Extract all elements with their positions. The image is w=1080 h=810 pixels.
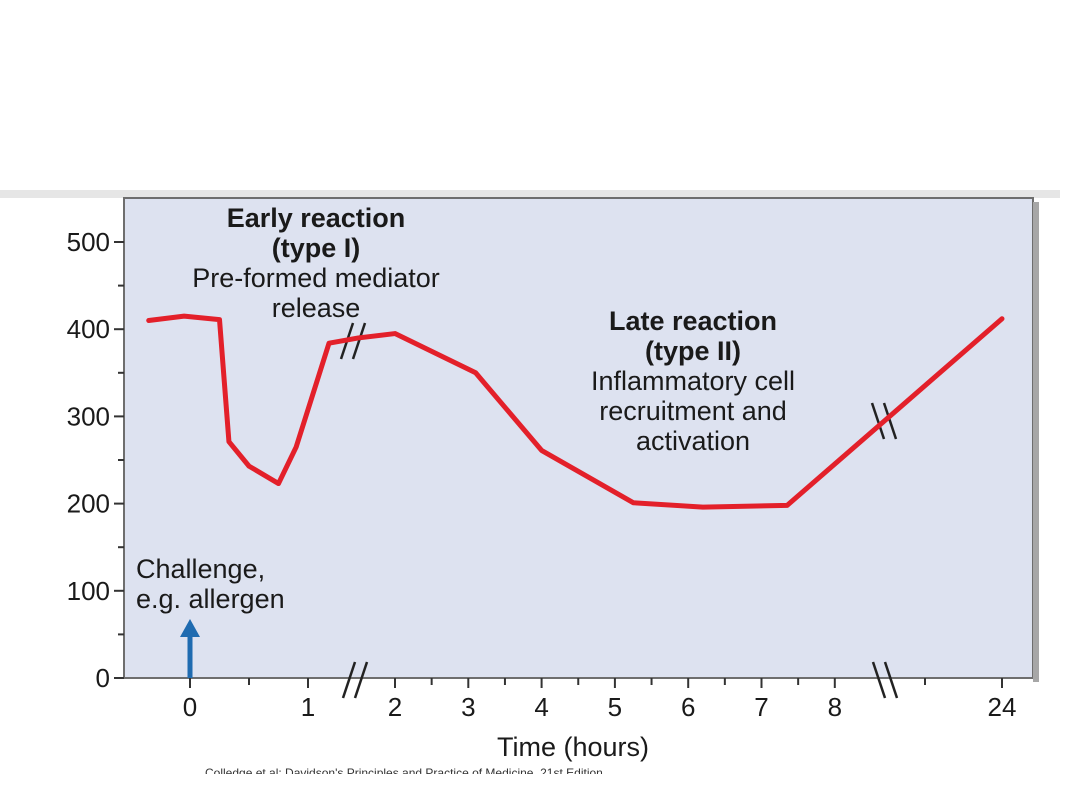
curve-break-mark (870, 402, 886, 440)
curve-break-mark (882, 402, 898, 440)
x-tick-label: 1 (301, 692, 315, 722)
early-reaction-annotation-text: Pre-formed mediator (192, 263, 440, 293)
challenge-annotation-text: e.g. allergen (136, 584, 285, 614)
challenge-annotation-text: Challenge, (136, 554, 265, 584)
x-tick-label: 4 (534, 692, 548, 722)
x-tick-label: 0 (183, 692, 197, 722)
plot-shadow (1033, 202, 1039, 682)
annotations: Early reaction(type I)Pre-formed mediato… (136, 203, 795, 614)
source-caption: Colledge et al: Davidson's Principles an… (205, 766, 603, 774)
series-line (146, 313, 1005, 510)
late-reaction-annotation-text: recruitment and (599, 396, 787, 426)
early-reaction-annotation-title: Early reaction (227, 203, 406, 233)
axis-breaks (339, 322, 899, 699)
x-tick-label: 5 (608, 692, 622, 722)
blank-header-area (0, 0, 1080, 190)
y-tick-label: 100 (67, 576, 110, 606)
late-reaction-annotation-title: Late reaction (609, 306, 777, 336)
x-axis-break-mark (341, 661, 357, 699)
divider-band (0, 190, 1060, 198)
x-tick-label: 3 (461, 692, 475, 722)
y-tick-label: 300 (67, 401, 110, 431)
x-tick-label: 8 (828, 692, 842, 722)
x-axis-title: Time (hours) (497, 732, 649, 762)
plot-area (123, 197, 1034, 679)
x-tick-label: 7 (754, 692, 768, 722)
late-reaction-annotation-title: (type II) (645, 336, 741, 366)
curve-break-mark (351, 322, 367, 360)
x-axis-break-mark (353, 661, 369, 699)
x-axis-break-mark (871, 661, 887, 699)
y-tick-label: 0 (96, 663, 110, 693)
y-axis: 0 100 200 300 400 500 (67, 227, 124, 693)
late-reaction-annotation-text: activation (636, 426, 750, 456)
x-tick-label: 24 (988, 692, 1017, 722)
series-group (146, 313, 1005, 510)
late-reaction-annotation-text: Inflammatory cell (591, 366, 795, 396)
y-tick-label: 200 (67, 489, 110, 519)
x-tick-label: 2 (388, 692, 402, 722)
x-tick-label: 6 (681, 692, 695, 722)
challenge-arrow-head (180, 619, 200, 637)
early-reaction-annotation-title: (type I) (272, 233, 361, 263)
y-tick-label: 500 (67, 227, 110, 257)
x-axis: 0 1 2 3 4 5 6 7 8 24 (183, 678, 1017, 722)
y-tick-label: 400 (67, 314, 110, 344)
x-axis-break-mark (883, 661, 899, 699)
challenge-marker (180, 619, 200, 678)
early-reaction-annotation-text: release (272, 293, 361, 323)
